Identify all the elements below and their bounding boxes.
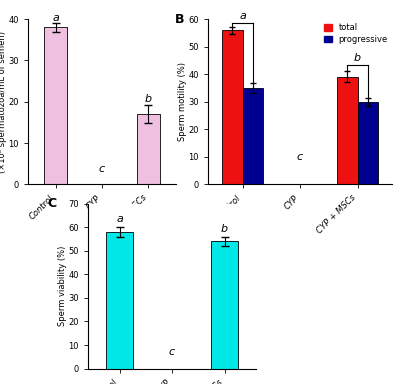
Text: b: b (354, 53, 361, 63)
Text: c: c (297, 152, 303, 162)
Text: b: b (145, 94, 152, 104)
Bar (106, 232, 133, 369)
Bar (358, 102, 378, 184)
Bar (44, 28, 67, 184)
Text: c: c (169, 347, 175, 357)
Bar (242, 88, 263, 184)
Legend: total, progressive: total, progressive (324, 23, 388, 44)
Y-axis label: Sperm viability (%): Sperm viability (%) (58, 246, 67, 326)
Text: c: c (99, 164, 105, 174)
Text: B: B (175, 13, 184, 26)
Y-axis label: Sperm motility (%): Sperm motility (%) (178, 62, 187, 141)
Text: a: a (52, 13, 59, 23)
Bar (222, 30, 242, 184)
Text: a: a (116, 214, 123, 223)
Bar (137, 114, 160, 184)
Text: a: a (239, 12, 246, 22)
Y-axis label: Sperm count
(×10⁶ spermatozoa/mL of semen): Sperm count (×10⁶ spermatozoa/mL of seme… (0, 31, 7, 173)
Bar (211, 241, 238, 369)
Text: C: C (48, 197, 57, 210)
Bar (337, 77, 358, 184)
Text: b: b (221, 224, 228, 234)
